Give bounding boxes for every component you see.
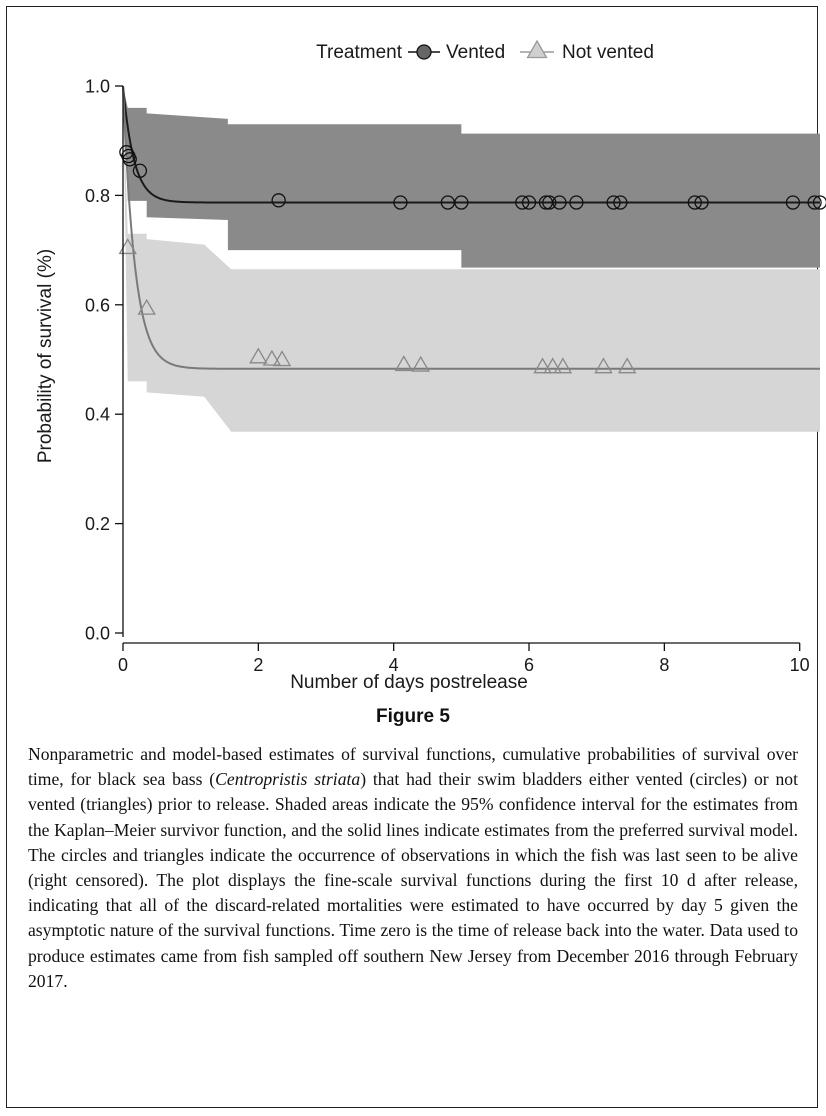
censored-point-vented — [454, 195, 469, 210]
x-tick-label: 6 — [524, 655, 534, 675]
figure-label: Figure 5 — [376, 706, 450, 727]
censored-point-vented — [812, 195, 826, 210]
species-name: Centropristis striata — [215, 769, 361, 790]
ci-band-vented — [123, 86, 820, 268]
censored-point-vented — [132, 163, 148, 178]
censored-point-not-vented — [617, 357, 637, 374]
censored-point-not-vented — [249, 347, 268, 364]
legend-title: Treatment — [316, 42, 403, 63]
censored-point-not-vented — [594, 357, 613, 374]
censored-point-not-vented — [118, 238, 137, 255]
y-tick-label: 0.8 — [85, 186, 110, 206]
censored-point-not-vented — [272, 350, 292, 367]
legend-label-vented: Vented — [446, 42, 505, 63]
x-tick-label: 0 — [118, 655, 128, 675]
censored-point-vented — [694, 195, 709, 210]
censored-point-vented — [569, 195, 584, 210]
legend: Treatment Vented Not vented — [316, 39, 654, 63]
y-tick-label: 0.0 — [85, 624, 110, 644]
model-curve-not-vented — [122, 85, 820, 370]
censored-markers — [118, 145, 826, 374]
censored-point-vented — [785, 195, 801, 210]
legend-label-not-vented: Not vented — [562, 42, 654, 63]
censored-point-vented — [552, 195, 567, 210]
censored-point-vented — [521, 195, 537, 210]
x-tick-label: 10 — [790, 655, 810, 675]
censored-point-vented — [542, 195, 557, 210]
x-tick-label: 8 — [659, 655, 669, 675]
figure-caption: Nonparametric and model-based estimates … — [28, 744, 798, 991]
axes: 0.0 0.2 0.4 0.6 0.8 1.0 0 2 4 6 8 10 — [85, 77, 810, 676]
x-tick-label: 4 — [389, 655, 399, 675]
censored-point-vented — [515, 195, 530, 210]
censored-point-vented — [606, 195, 621, 210]
legend-marker-vented — [416, 44, 432, 60]
censored-point-not-vented — [553, 357, 573, 374]
x-tick-label: 2 — [253, 655, 263, 675]
legend-marker-not-vented — [526, 39, 548, 59]
censored-point-not-vented — [137, 298, 156, 315]
y-tick-label: 0.2 — [85, 514, 110, 534]
censored-point-vented — [687, 195, 702, 210]
censored-point-not-vented — [262, 349, 282, 366]
model-curve-vented — [122, 85, 820, 204]
x-axis-label: Number of days postrelease — [290, 672, 528, 693]
y-tick-label: 0.6 — [85, 295, 110, 315]
ci-band-not-vented — [123, 86, 820, 432]
censored-point-not-vented — [543, 357, 562, 374]
y-tick-label: 0.4 — [85, 405, 110, 425]
censored-point-not-vented — [533, 357, 552, 374]
censored-point-vented — [807, 195, 822, 210]
censored-point-not-vented — [394, 355, 414, 372]
y-axis-label: Probability of survival (%) — [35, 249, 56, 463]
model-curves — [122, 85, 820, 370]
y-tick-label: 1.0 — [85, 77, 110, 97]
censored-point-vented — [393, 195, 408, 210]
survival-chart: 0.0 0.2 0.4 0.6 0.8 1.0 0 2 4 6 8 10 Treatment Vent… — [35, 39, 826, 693]
censored-point-vented — [271, 193, 286, 208]
censored-point-not-vented — [411, 355, 430, 372]
censored-point-vented — [613, 195, 628, 210]
confidence-bands — [123, 86, 820, 432]
